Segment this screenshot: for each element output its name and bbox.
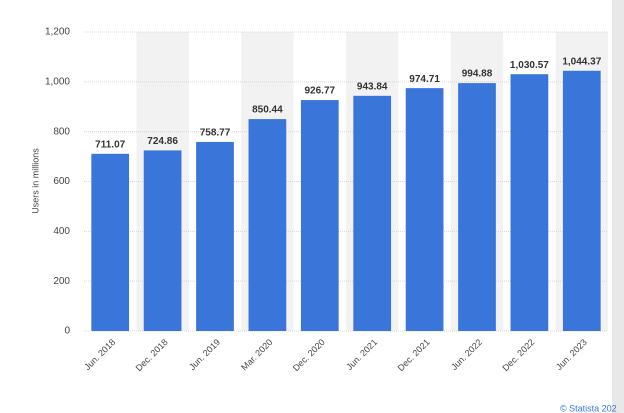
y-tick-label: 600 (53, 176, 70, 187)
x-tick-label: Jun. 2018 (82, 337, 117, 372)
y-tick-label: 200 (53, 276, 70, 287)
y-tick-label: 400 (53, 226, 70, 237)
x-tick-label: Mar. 2020 (239, 337, 274, 372)
source: © Statista 202 (560, 403, 617, 413)
x-tick-label: Dec. 2021 (396, 337, 432, 373)
bar (91, 153, 130, 331)
value-label: 974.71 (409, 74, 440, 85)
x-tick-label: Jun. 2019 (187, 337, 222, 372)
scrollbar (612, 0, 624, 413)
value-label: 994.88 (462, 69, 493, 80)
bar (510, 74, 549, 331)
y-tick-label: 0 (64, 326, 70, 337)
x-tick-label: Jun. 2022 (449, 337, 484, 372)
y-tick-label: 1,200 (45, 27, 70, 38)
y-tick-label: 1,000 (45, 76, 70, 87)
value-label: 1,030.57 (510, 60, 549, 71)
value-label: 926.77 (305, 86, 336, 97)
bar (300, 100, 339, 332)
bar (562, 70, 601, 332)
bar (196, 141, 234, 331)
y-tick-label: 800 (53, 126, 70, 137)
value-label: 943.84 (357, 81, 388, 92)
bar (248, 119, 287, 332)
value-label: 724.86 (147, 136, 178, 147)
x-tick-label: Dec. 2018 (134, 337, 170, 373)
bar (458, 83, 496, 331)
value-label: 758.77 (200, 128, 231, 139)
value-label: 850.44 (252, 105, 283, 116)
bar (353, 95, 392, 331)
x-tick-label: Dec. 2020 (291, 337, 327, 373)
bar (405, 88, 444, 331)
y-axis-label: Users in millions (30, 148, 40, 214)
value-label: 1,044.37 (562, 56, 601, 67)
x-tick-label: Jun. 2023 (554, 337, 589, 372)
bar (143, 150, 182, 331)
value-label: 711.07 (95, 139, 125, 150)
x-tick-label: Jun. 2021 (344, 337, 379, 372)
x-tick-label: Dec. 2022 (500, 337, 536, 373)
